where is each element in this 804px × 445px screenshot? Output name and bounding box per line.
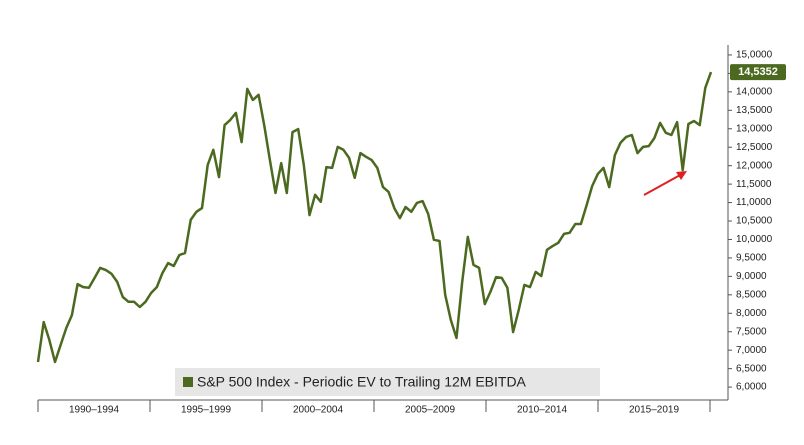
- series-line: [36, 71, 713, 364]
- y-tick-label: 8,0000: [736, 308, 767, 319]
- annotation-arrowhead: [676, 171, 687, 180]
- annotation-arrow: [643, 173, 683, 196]
- y-tick-label: 6,0000: [736, 382, 767, 393]
- y-tick-label: 14,0000: [736, 87, 773, 98]
- y-tick-label: 12,0000: [736, 160, 773, 171]
- x-tick-label: 1995–1999: [181, 405, 231, 416]
- y-tick-label: 11,5000: [736, 179, 772, 190]
- last-value-tag: [730, 64, 786, 81]
- legend-label: S&P 500 Index - Periodic EV to Trailing …: [197, 374, 527, 390]
- y-tick-label: 7,5000: [736, 326, 767, 337]
- y-tick-label: 13,5000: [736, 105, 773, 116]
- y-tick-label: 12,5000: [736, 142, 773, 153]
- y-tick-label: 8,5000: [736, 289, 767, 300]
- y-tick-label: 9,0000: [736, 271, 767, 282]
- y-tick-label: 9,5000: [736, 253, 767, 264]
- x-tick-label: 2000–2004: [293, 405, 343, 416]
- last-value-label: 14,5352: [738, 66, 778, 78]
- legend-box: [175, 368, 600, 396]
- x-tick-label: 2015–2019: [629, 405, 679, 416]
- legend-swatch: [183, 377, 193, 387]
- y-tick-label: 10,0000: [736, 234, 773, 245]
- y-tick-label: 11,0000: [736, 197, 772, 208]
- x-tick-label: 1990–1994: [69, 405, 119, 416]
- y-tick-label: 7,0000: [736, 345, 767, 356]
- x-tick-label: 2010–2014: [517, 405, 567, 416]
- y-tick-label: 10,5000: [736, 216, 773, 227]
- x-tick-label: 2005–2009: [405, 405, 455, 416]
- y-tick-label: 13,0000: [736, 123, 773, 134]
- y-tick-label: 6,5000: [736, 363, 767, 374]
- y-tick-label: 15,0000: [736, 50, 773, 61]
